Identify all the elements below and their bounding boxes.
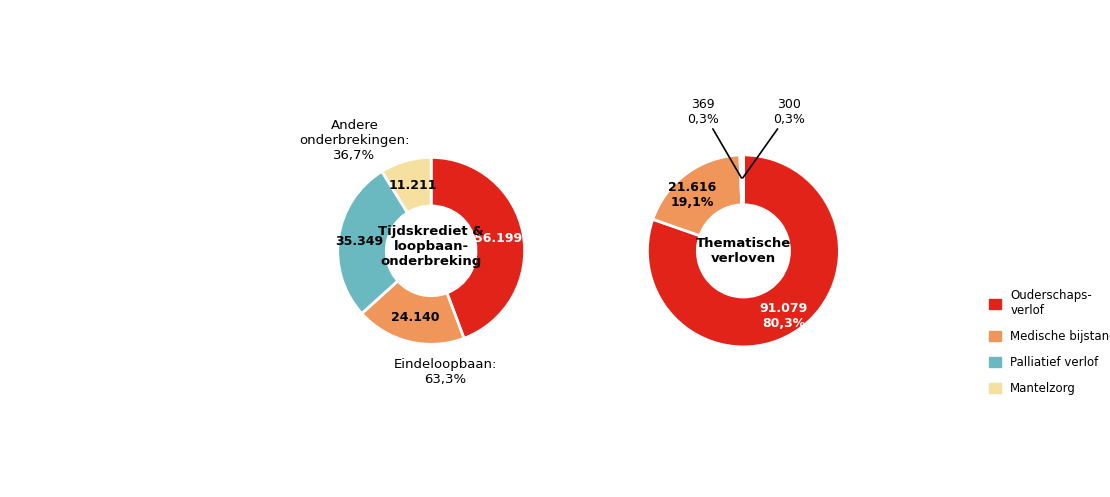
Text: Thematische
verloven: Thematische verloven: [696, 237, 791, 265]
Text: 369
0,3%: 369 0,3%: [687, 98, 741, 178]
Wedge shape: [647, 155, 839, 347]
Wedge shape: [431, 158, 525, 338]
Wedge shape: [740, 155, 743, 205]
Text: 300
0,3%: 300 0,3%: [743, 98, 806, 178]
Wedge shape: [653, 155, 741, 236]
Text: 24.140: 24.140: [391, 311, 440, 324]
Text: 21.616
19,1%: 21.616 19,1%: [668, 180, 716, 209]
Wedge shape: [382, 158, 431, 213]
Wedge shape: [337, 171, 407, 314]
Text: 56.199: 56.199: [474, 232, 523, 245]
Text: 11.211: 11.211: [388, 179, 436, 192]
Text: 35.349: 35.349: [335, 235, 383, 248]
Text: Tijdskrediet &
loopbaan-
onderbreking: Tijdskrediet & loopbaan- onderbreking: [379, 225, 484, 268]
Wedge shape: [362, 281, 464, 344]
Text: Eindeloopbaan:
63,3%: Eindeloopbaan: 63,3%: [393, 358, 497, 386]
Text: Andere
onderbrekingen:
36,7%: Andere onderbrekingen: 36,7%: [300, 119, 410, 162]
Wedge shape: [741, 155, 744, 205]
Legend: Ouderschaps-
verlof, Medische bijstand, Palliatief verlof, Mantelzorg: Ouderschaps- verlof, Medische bijstand, …: [989, 289, 1110, 395]
Text: 91.079
80,3%: 91.079 80,3%: [760, 302, 808, 330]
